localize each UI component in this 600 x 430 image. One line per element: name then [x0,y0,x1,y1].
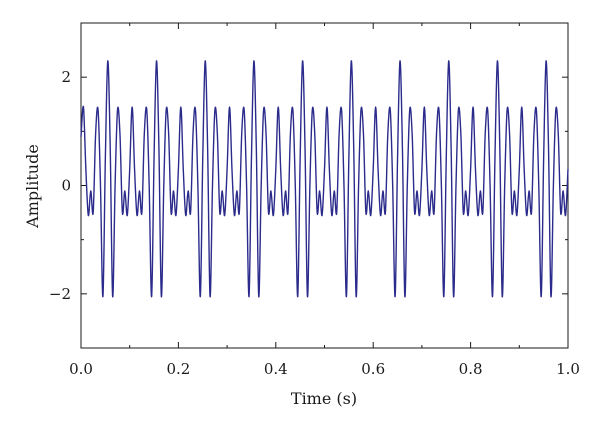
x-tick-label: 0.4 [264,360,288,378]
x-tick-label: 1.0 [556,360,580,378]
y-tick-label: −2 [49,285,71,303]
y-tick-label: 0 [61,177,71,195]
x-tick-label: 0.2 [166,360,190,378]
tick-labels: 0.0 0.2 0.4 0.6 0.8 1.0 −2 0 2 [49,68,580,378]
y-tick-label: 2 [61,68,71,86]
x-tick-label: 0.0 [69,360,93,378]
x-axis-title: Time (s) [291,389,357,408]
y-axis-title: Amplitude [23,144,42,229]
series-line [80,60,569,298]
x-tick-label: 0.8 [459,360,483,378]
x-tick-label: 0.6 [361,360,385,378]
